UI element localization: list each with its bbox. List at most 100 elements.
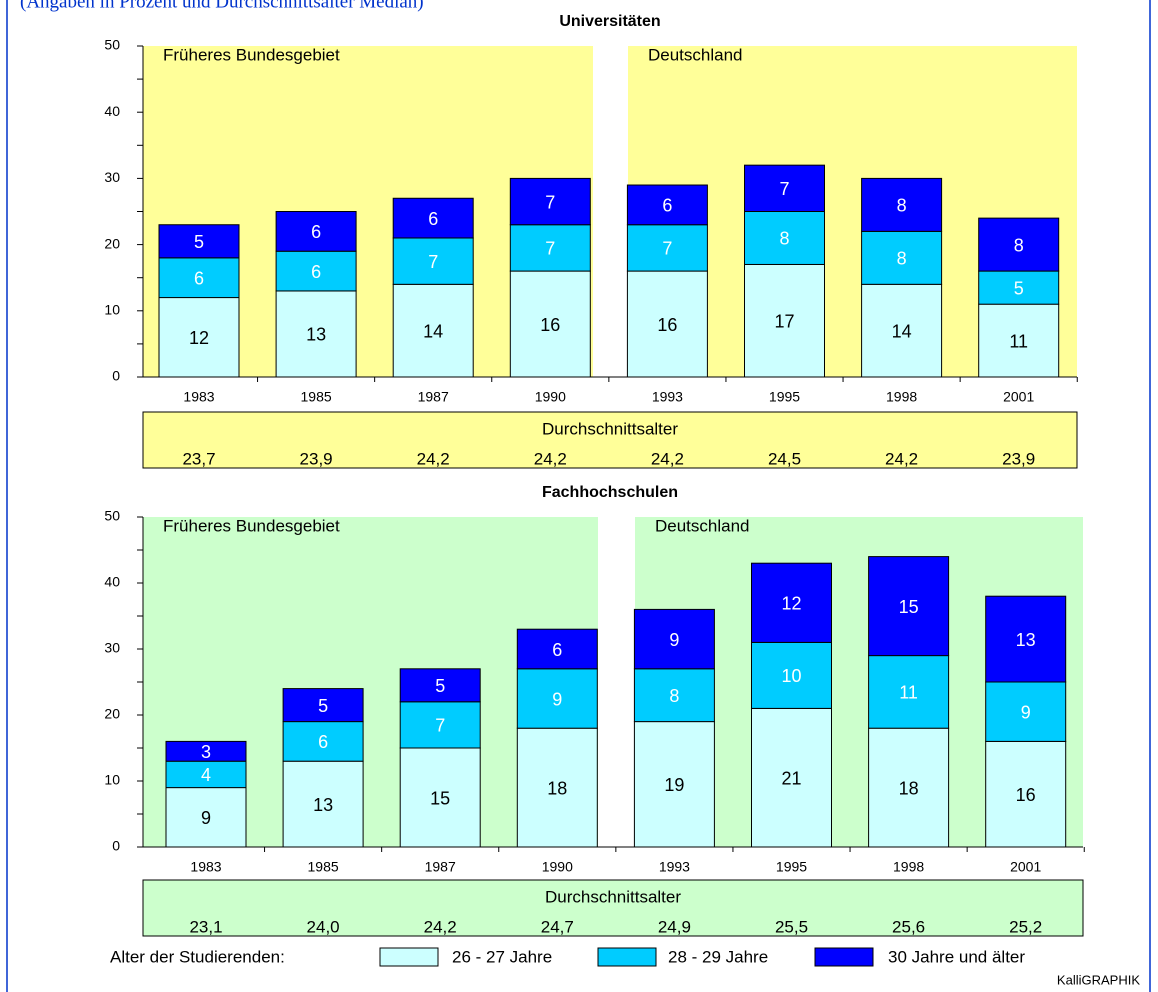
average-value: 24,7: [541, 917, 574, 936]
bar-segment: [861, 283, 943, 378]
legend-swatch: [597, 947, 657, 967]
bar-value-label: 7: [662, 239, 672, 259]
bar-value-label: 8: [779, 229, 789, 249]
bar-value-label: 6: [318, 732, 328, 752]
bar-value-label: 15: [430, 788, 450, 808]
bar-value-label: 13: [1016, 630, 1036, 650]
bar-value-label: 7: [428, 252, 438, 272]
bar-segment: [275, 211, 357, 252]
x-tick-label: 1987: [418, 389, 449, 405]
region-label: Deutschland: [648, 45, 743, 64]
average-value: 24,2: [417, 449, 450, 468]
bar-segment: [985, 740, 1067, 848]
bar-segment: [282, 760, 364, 848]
frame: [6, 0, 1151, 992]
y-tick-label: 0: [112, 368, 120, 384]
bar-segment: [275, 290, 357, 378]
bar-value-label: 16: [1016, 785, 1036, 805]
average-value: 23,9: [1002, 449, 1035, 468]
y-tick-label: 30: [104, 640, 120, 656]
average-value: 23,9: [300, 449, 333, 468]
y-tick-label: 10: [104, 772, 120, 788]
bar-segment: [985, 595, 1067, 683]
average-box: [142, 879, 1084, 937]
legend-swatch: [814, 947, 874, 967]
bar-segment: [751, 641, 832, 709]
region-label: Deutschland: [655, 516, 750, 535]
bar-value-label: 9: [1021, 702, 1031, 722]
bar-segment: [158, 224, 240, 259]
bar-value-label: 4: [201, 765, 211, 785]
bar-segment: [509, 224, 591, 272]
bar-value-label: 6: [552, 640, 562, 660]
bar-value-label: 7: [435, 716, 445, 736]
bar-segment: [165, 787, 247, 848]
bar-value-label: 6: [194, 268, 204, 288]
bar-value-label: 18: [547, 778, 567, 798]
bar-value-label: 8: [897, 249, 907, 269]
y-tick-label: 50: [104, 508, 120, 524]
bar-segment: [392, 197, 474, 239]
y-tick-label: 30: [104, 169, 120, 185]
bar-value-label: 6: [428, 209, 438, 229]
bar-segment: [392, 237, 474, 285]
average-value: 24,5: [768, 449, 801, 468]
y-tick-label: 20: [104, 235, 120, 251]
bar-value-label: 9: [201, 808, 211, 828]
average-value: 25,2: [1009, 917, 1042, 936]
bar-value-label: 6: [311, 222, 321, 242]
legend-label: 26 - 27 Jahre: [452, 947, 552, 966]
bar-value-label: 12: [189, 328, 209, 348]
bar-value-label: 13: [306, 325, 326, 345]
bar-value-label: 8: [897, 196, 907, 216]
bar-value-label: 8: [1014, 235, 1024, 255]
bar-value-label: 16: [540, 315, 560, 335]
bar-segment: [744, 164, 825, 213]
average-value: 24,2: [534, 449, 567, 468]
bar-value-label: 10: [781, 666, 801, 686]
bar-value-label: 5: [435, 676, 445, 696]
x-tick-label: 2001: [1010, 859, 1041, 875]
bar-value-label: 5: [1014, 278, 1024, 298]
legend-swatch: [379, 947, 439, 967]
bar-segment: [626, 184, 708, 226]
average-value: 24,0: [307, 917, 340, 936]
bar-value-label: 6: [662, 196, 672, 216]
x-tick-label: 1990: [542, 859, 573, 875]
bar-value-label: 11: [1009, 331, 1028, 351]
x-tick-label: 1993: [659, 859, 690, 875]
bar-value-label: 14: [892, 321, 912, 341]
average-value: 24,2: [651, 449, 684, 468]
y-tick-label: 40: [104, 574, 120, 590]
bar-segment: [633, 668, 715, 723]
x-tick-label: 1998: [886, 389, 917, 405]
bar-segment: [516, 628, 598, 670]
region-label: Früheres Bundesgebiet: [163, 516, 340, 535]
bar-segment: [744, 263, 825, 378]
average-label: Durchschnittsalter: [542, 419, 678, 438]
bar-value-label: 3: [201, 742, 211, 762]
bar-value-label: 6: [311, 262, 321, 282]
bar-segment: [282, 688, 364, 723]
bar-value-label: 13: [313, 795, 333, 815]
x-tick-label: 1983: [190, 859, 221, 875]
x-tick-label: 1995: [769, 389, 800, 405]
bar-segment: [509, 270, 591, 378]
bar-segment: [633, 608, 715, 670]
bar-segment: [392, 283, 474, 378]
average-value: 24,2: [424, 917, 457, 936]
average-value: 25,5: [775, 917, 808, 936]
bar-value-label: 7: [545, 239, 555, 259]
bar-segment: [744, 211, 825, 265]
bar-value-label: 9: [669, 630, 679, 650]
average-value: 23,1: [189, 917, 222, 936]
y-tick-label: 50: [104, 37, 120, 53]
x-tick-label: 1995: [776, 859, 807, 875]
bar-segment: [626, 224, 708, 272]
bar-value-label: 7: [779, 179, 789, 199]
average-box: [142, 411, 1078, 469]
average-value: 24,9: [658, 917, 691, 936]
bar-value-label: 21: [781, 768, 801, 788]
x-tick-label: 1985: [301, 389, 332, 405]
